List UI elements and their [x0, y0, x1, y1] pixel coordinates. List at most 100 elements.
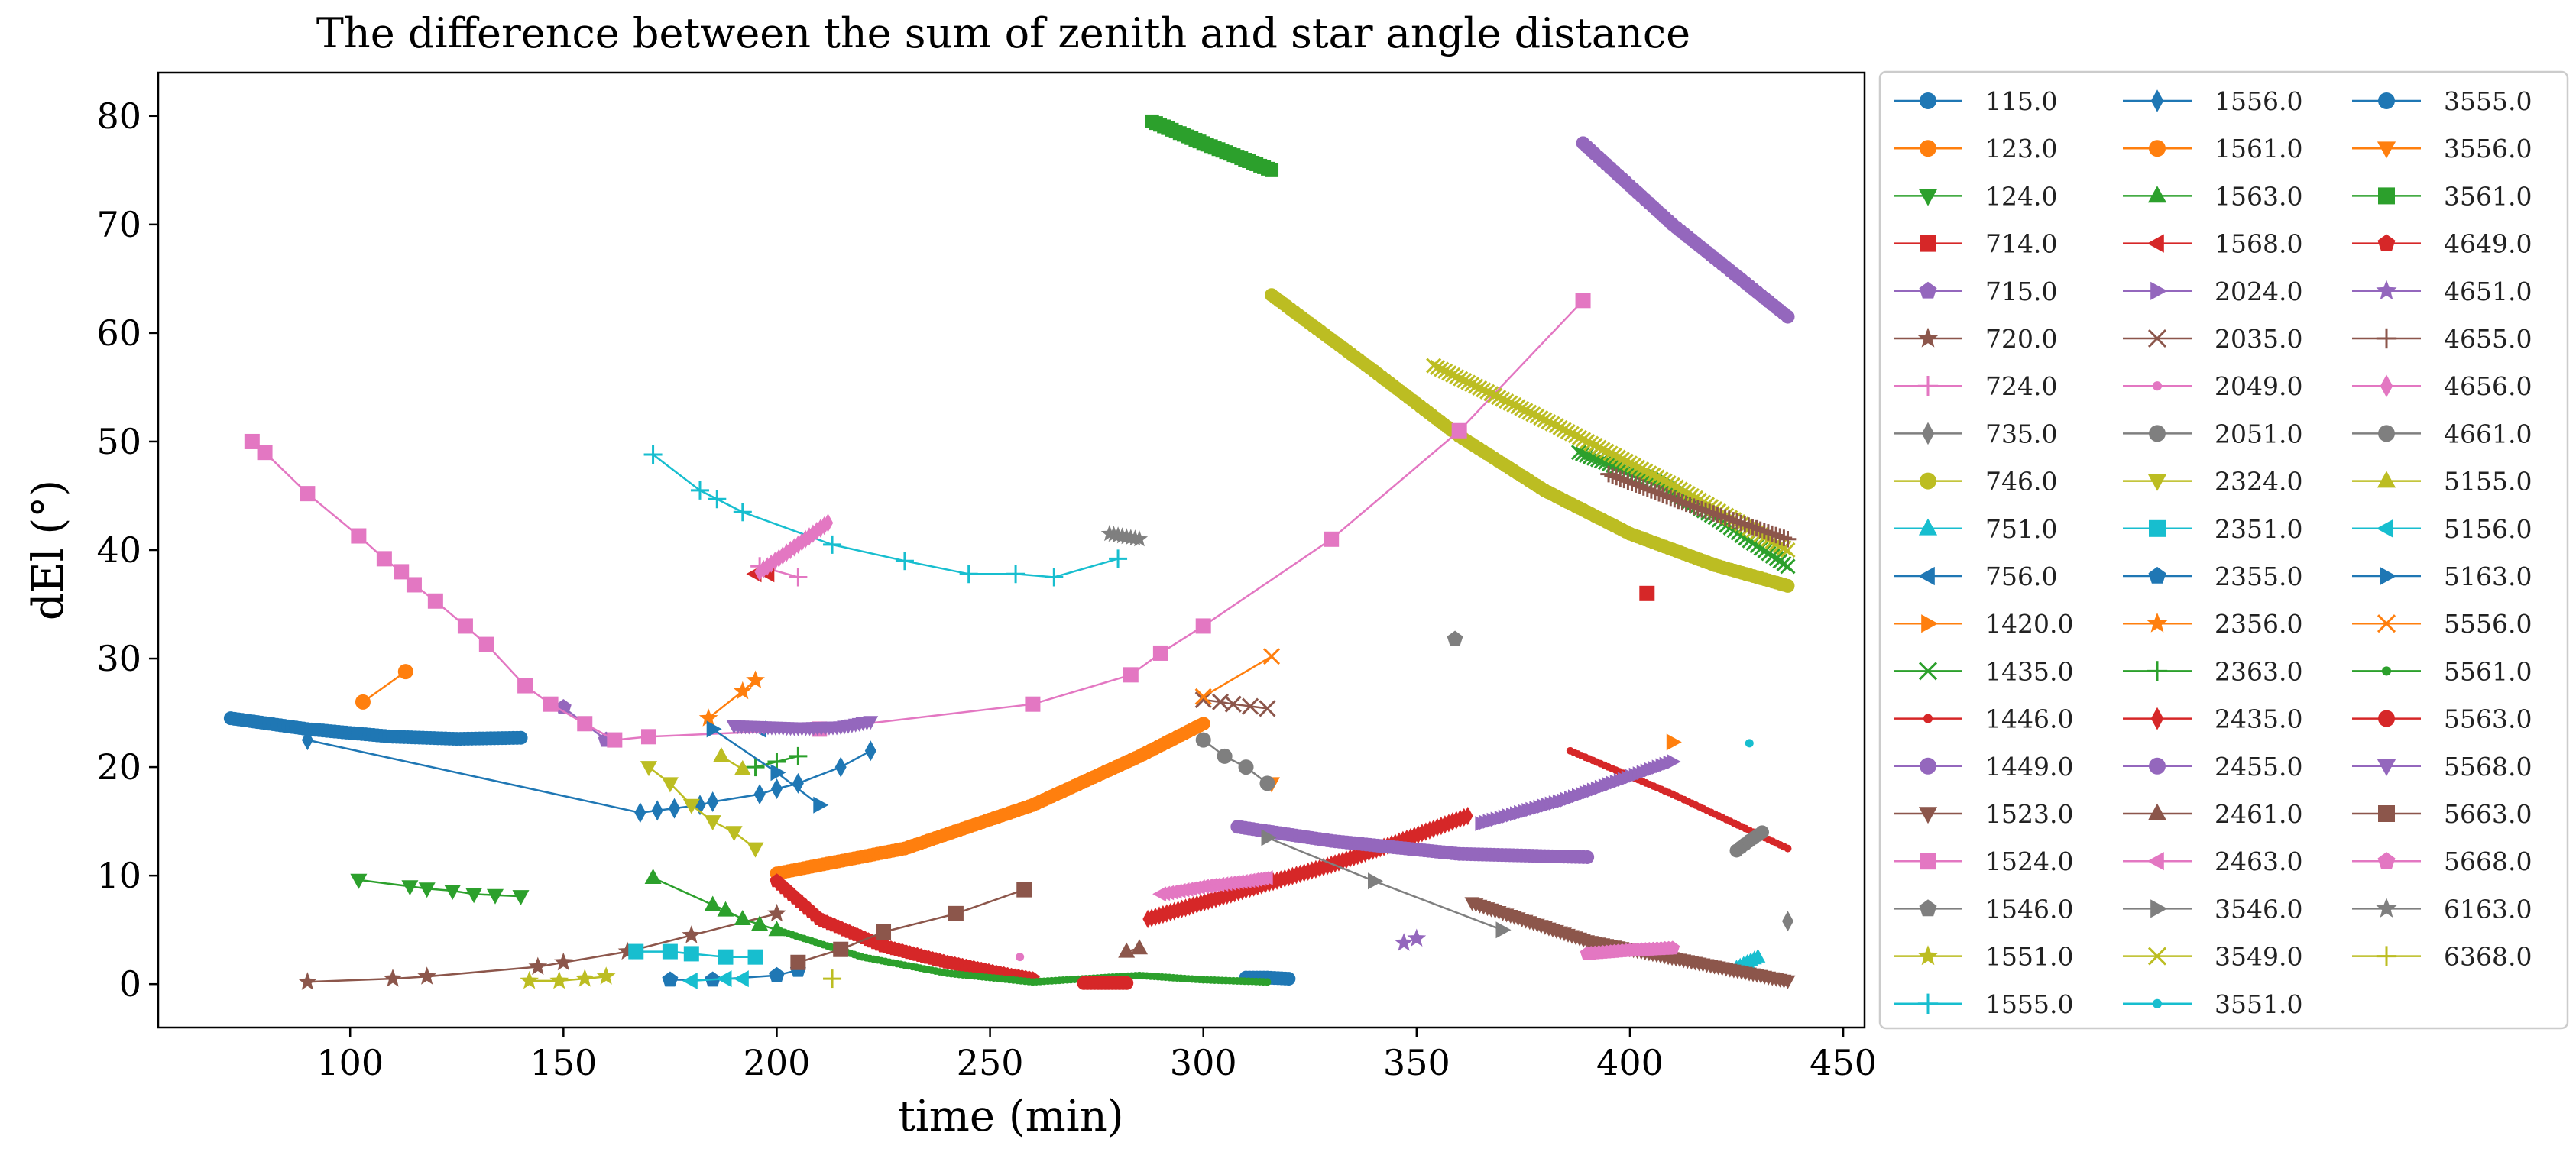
data-point-720.0: [383, 969, 403, 987]
data-point-3549.0: [1434, 361, 1450, 377]
legend-label: 4649.0: [2444, 229, 2532, 259]
series-746.0: [1265, 288, 1795, 593]
series-5568.0: [726, 716, 879, 736]
legend-item: 6163.0: [2352, 894, 2532, 924]
series-4651.0: [1394, 928, 1427, 951]
legend-label: 1556.0: [2215, 86, 2302, 116]
legend-item: 1546.0: [1894, 894, 2073, 924]
legend-item: 5568.0: [2352, 752, 2532, 782]
data-point-3549.0: [1664, 477, 1680, 493]
legend-marker-124.0: [1918, 189, 1938, 206]
legend-item: 5156.0: [2352, 514, 2532, 544]
data-point-1551.0: [549, 970, 569, 989]
series-4661.0: [1195, 732, 1275, 791]
legend-frame: [1878, 70, 2569, 1030]
legend-label: 4651.0: [2444, 277, 2532, 306]
data-point-3549.0: [1502, 395, 1518, 411]
legend-label: 1446.0: [1985, 704, 2073, 734]
data-point-3549.0: [1661, 475, 1677, 491]
series-line-1555.0: [652, 454, 1119, 578]
data-point-4655.0: [1771, 528, 1789, 545]
data-point-5556.0: [1262, 648, 1281, 665]
data-point-3549.0: [1529, 408, 1545, 424]
data-point-2461.0: [1131, 939, 1148, 955]
data-point-1556.0: [771, 778, 783, 799]
data-point-2324.0: [747, 842, 764, 858]
legend-marker-2461.0: [2147, 803, 2167, 820]
data-point-2355.0: [769, 966, 785, 982]
legend-label: 735.0: [1985, 419, 2057, 448]
data-point-2363.0: [789, 746, 808, 765]
series-115.0: [223, 711, 528, 746]
legend-item: 2461.0: [2123, 799, 2302, 829]
data-point-1524.0: [1324, 531, 1340, 547]
legend-label: 756.0: [1985, 562, 2057, 591]
data-point-4661.0: [1195, 732, 1211, 748]
data-point-1551.0: [575, 969, 595, 987]
legend-marker-115.0: [1920, 92, 1936, 109]
legend-item: 2324.0: [2123, 467, 2302, 497]
data-point-1524.0: [427, 593, 443, 609]
data-point-3549.0: [1563, 426, 1580, 442]
series-6368.0: [823, 969, 842, 989]
legend-label: 3549.0: [2215, 942, 2302, 972]
data-point-720.0: [554, 952, 573, 971]
legend-marker-5163.0: [2380, 566, 2397, 586]
legend-label: 124.0: [1985, 181, 2057, 211]
data-point-3549.0: [1649, 469, 1665, 485]
series-5156.0: [682, 970, 749, 989]
legend-item: 746.0: [1894, 467, 2057, 497]
x-tick-label: 200: [744, 1042, 811, 1083]
legend-item: 4661.0: [2352, 419, 2532, 448]
data-point-720.0: [617, 941, 637, 960]
data-point-4655.0: [1674, 494, 1691, 511]
legend-label: 3546.0: [2215, 894, 2302, 924]
series-5663.0: [790, 882, 1032, 970]
data-point-4655.0: [1740, 517, 1758, 534]
data-point-3549.0: [1487, 387, 1503, 403]
series-2024.0: [1475, 754, 1681, 831]
legend-label: 6368.0: [2444, 942, 2532, 972]
data-point-3549.0: [1641, 465, 1657, 481]
legend-marker-3549.0: [2147, 947, 2167, 966]
series-line-123.0: [362, 671, 407, 703]
data-point-124.0: [418, 882, 436, 898]
data-point-5663.0: [876, 924, 892, 940]
data-point-1446.0: [1784, 844, 1792, 853]
data-point-3549.0: [1460, 374, 1476, 390]
legend-label: 1555.0: [1985, 989, 2073, 1019]
legend-marker-1449.0: [1920, 757, 1936, 775]
series-714.0: [1639, 585, 1655, 601]
data-point-3549.0: [1544, 416, 1560, 432]
legend-label: 1561.0: [2215, 134, 2302, 163]
series-line-1551.0: [529, 975, 607, 982]
data-point-4661.0: [1217, 748, 1233, 764]
series-2324.0: [640, 761, 764, 858]
data-point-4655.0: [1658, 487, 1675, 505]
data-point-5568.0: [863, 716, 879, 730]
data-point-1555.0: [708, 490, 727, 509]
data-point-3549.0: [1571, 429, 1588, 445]
legend-item: 123.0: [1894, 134, 2057, 163]
legend-marker-1523.0: [1918, 807, 1938, 824]
legend-marker-2435.0: [2150, 707, 2164, 730]
data-point-1524.0: [244, 433, 260, 449]
series-3549.0: [1426, 358, 1796, 558]
series-1561.0: [770, 717, 1210, 881]
data-point-1524.0: [1123, 667, 1139, 683]
legend-label: 751.0: [1985, 514, 2057, 544]
series-5155.0: [712, 746, 751, 775]
data-point-1555.0: [643, 445, 663, 464]
legend-label: 715.0: [1985, 277, 2057, 306]
data-point-1524.0: [457, 618, 473, 634]
y-axis: 0 10 20 30 40 50 60 70 80: [96, 95, 158, 1005]
data-point-3549.0: [1567, 428, 1583, 444]
x-axis: 100 150 200 250 300 350 400 450: [316, 1028, 1877, 1083]
data-point-1563.0: [751, 915, 769, 931]
legend-marker-4649.0: [2377, 234, 2396, 251]
data-point-2324.0: [661, 777, 679, 793]
data-point-1523.0: [1780, 975, 1796, 989]
series-2351.0: [628, 943, 763, 965]
legend-item: 2351.0: [2123, 514, 2302, 544]
data-point-4656.0: [808, 524, 818, 543]
